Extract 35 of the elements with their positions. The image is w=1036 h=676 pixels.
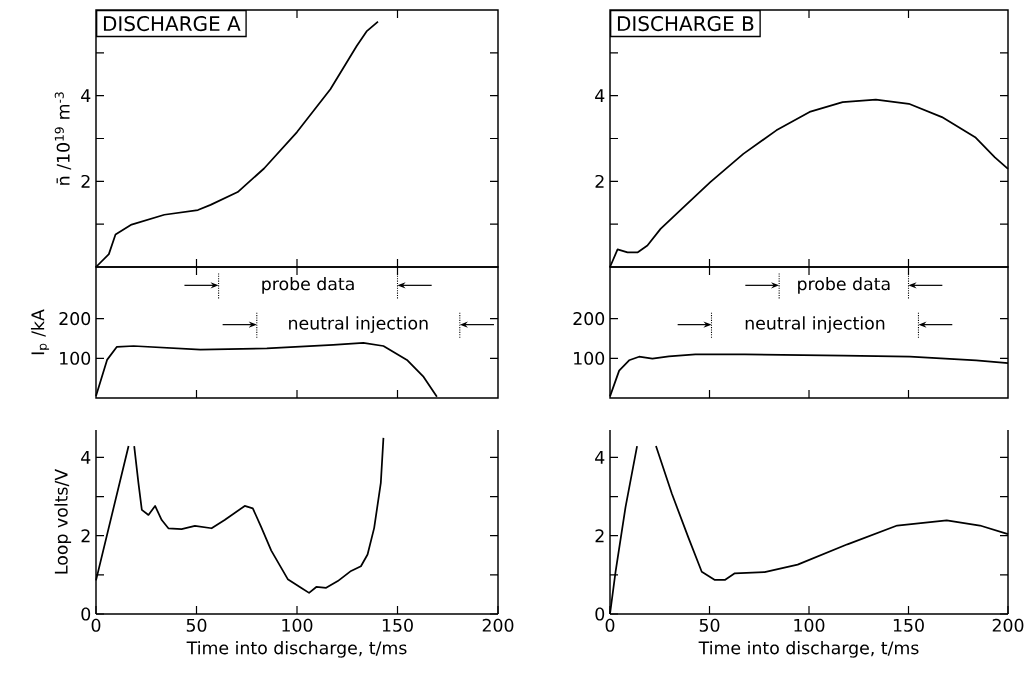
ref-line-label: probe data	[262, 276, 354, 294]
y-tick-label: 2	[595, 529, 604, 543]
y-tick-label: 0	[81, 607, 91, 621]
y-tick-label: 4	[81, 451, 91, 464]
y-tick-label: 100	[574, 351, 605, 365]
x-tick-label: 150	[893, 618, 924, 632]
x-tick-label: 50	[186, 618, 207, 632]
y-tick-label: 100	[60, 351, 91, 365]
x-tick-label: 0	[91, 618, 101, 632]
x-axis-title: Time into discharge, t/ms	[186, 640, 407, 658]
y-tick-label: 4	[595, 89, 605, 102]
x-tick-label: 50	[699, 618, 720, 632]
y-tick-label: 200	[573, 312, 605, 326]
chart-title: DISCHARGE A	[103, 16, 241, 32]
x-tick-label: 150	[382, 618, 413, 632]
y-axis-title: Loop volts/V	[54, 469, 72, 574]
y-tick-label: 200	[59, 312, 91, 326]
ref-line-label: neutral injection	[745, 316, 885, 334]
ref-line-label: probe data	[798, 276, 890, 294]
x-tick-label: 100	[794, 618, 825, 632]
y-tick-label: 4	[81, 89, 91, 102]
y-tick-label: 2	[595, 174, 604, 188]
x-tick-label: 0	[605, 618, 615, 632]
x-tick-label: 100	[282, 618, 313, 632]
y-tick-label: 2	[81, 174, 90, 188]
x-tick-label: 200	[992, 618, 1024, 632]
x-axis-title: Time into discharge, t/ms	[698, 640, 919, 658]
chart-title: DISCHARGE B	[617, 16, 754, 32]
y-tick-label: 2	[81, 529, 90, 543]
ref-line-label: neutral injection	[289, 316, 428, 334]
y-tick-label: 4	[595, 451, 605, 464]
x-tick-label: 200	[482, 618, 514, 632]
y-tick-label: 0	[595, 607, 605, 621]
y-axis-title: n̄ /10$^{19}$ m$^{-3}$	[54, 92, 72, 185]
y-axis-title: I$_{p}$ /kA	[30, 309, 50, 355]
